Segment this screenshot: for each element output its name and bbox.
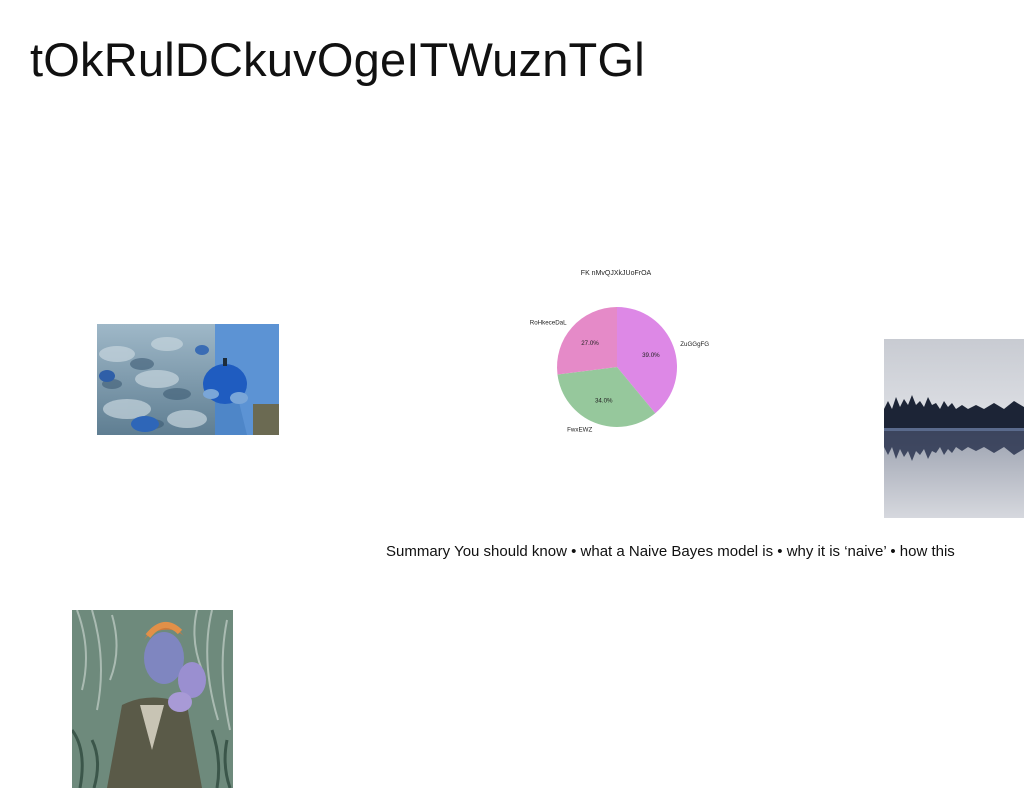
- pie-slice-2: [557, 307, 617, 375]
- pie-slice-label-0: ZuGGgFG: [680, 341, 709, 348]
- person-in-grass-photo: [72, 610, 233, 788]
- pie-slice-percent-0: 39.0%: [642, 352, 660, 359]
- pie-slice-label-1: FwxEWZ: [567, 426, 592, 433]
- chart-title: FK nMvQJXkJUoFrOA: [581, 270, 652, 277]
- lake-forest-photo: [884, 339, 1024, 518]
- pie-chart: FK nMvQJXkJUoFrOA 39.0% ZuGGgFG 34.0% FwxEW…: [520, 262, 720, 462]
- slide-title: tOkRulDCkuvOgeITWuznTGl: [30, 33, 645, 86]
- pie-slice-percent-1: 34.0%: [595, 397, 613, 404]
- pie-slice-label-2: RoHkeceDaL: [530, 320, 567, 327]
- pie-slice-percent-2: 27.0%: [581, 340, 599, 347]
- summary-text: Summary You should know • what a Naive B…: [386, 543, 955, 560]
- pumpkin-field-photo: [97, 324, 279, 435]
- pie-slice-1: [557, 367, 656, 427]
- pie-slice-0: [617, 307, 677, 414]
